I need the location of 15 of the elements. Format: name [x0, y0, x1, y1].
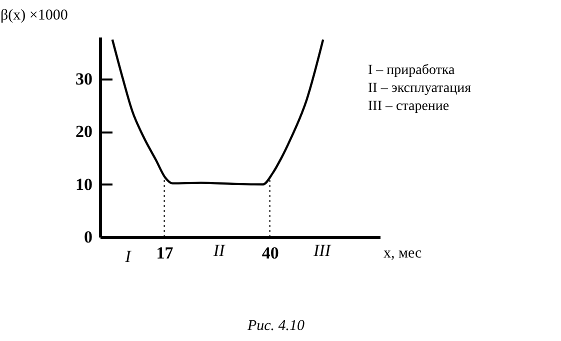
y-axis-title: β(x) ×1000	[0, 8, 68, 24]
text: II	[212, 241, 226, 260]
text: I	[124, 247, 132, 266]
x-tick-label: 17	[156, 244, 174, 262]
annotation: I – приработка	[368, 63, 456, 78]
x-axis-title: x, мес	[384, 246, 422, 262]
annotation: III – старение	[368, 99, 450, 114]
text: Рис. 4.10	[246, 318, 306, 334]
annotation: II – эксплуатация	[368, 81, 472, 96]
y-tick-label: 20	[76, 122, 92, 142]
y-tick-label: 0	[84, 228, 92, 246]
x-tick-label: 40	[262, 244, 279, 262]
y-tick-label: 10	[76, 174, 92, 194]
text: III	[312, 241, 332, 260]
y-tick-label: 30	[76, 70, 92, 89]
